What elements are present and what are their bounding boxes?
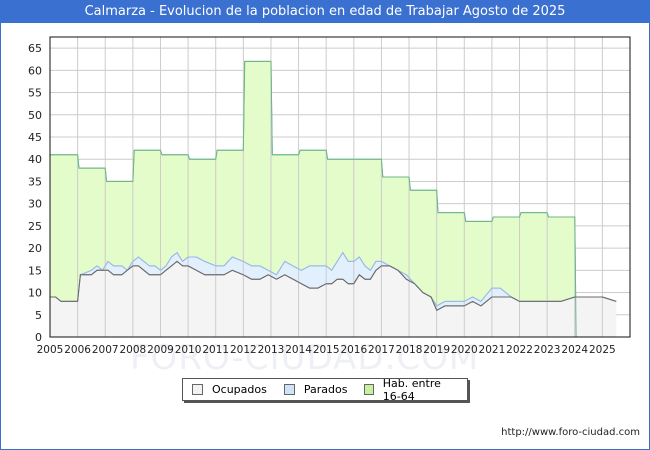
svg-text:2013: 2013 [258, 344, 285, 356]
svg-text:50: 50 [28, 109, 42, 122]
svg-text:2017: 2017 [368, 344, 395, 356]
svg-text:2006: 2006 [64, 344, 91, 356]
svg-text:30: 30 [28, 198, 42, 211]
svg-text:25: 25 [28, 220, 42, 233]
legend-swatch-ocupados [192, 384, 203, 395]
svg-text:10: 10 [28, 287, 42, 300]
svg-text:2009: 2009 [147, 344, 174, 356]
svg-text:2014: 2014 [285, 344, 312, 356]
svg-text:2023: 2023 [534, 344, 561, 356]
svg-text:2021: 2021 [479, 344, 506, 356]
svg-text:60: 60 [28, 64, 42, 77]
svg-text:2022: 2022 [506, 344, 533, 356]
legend-swatch-habitantes [364, 384, 374, 395]
legend-label-ocupados: Ocupados [212, 383, 267, 396]
svg-text:2011: 2011 [202, 344, 229, 356]
legend-label-habitantes: Hab. entre 16-64 [382, 376, 441, 403]
svg-text:2019: 2019 [423, 344, 450, 356]
legend-swatch-parados [283, 384, 295, 395]
watermark: FORO-CIUDAD.COM [130, 338, 480, 378]
svg-text:15: 15 [28, 264, 42, 277]
svg-text:2005: 2005 [37, 344, 64, 356]
source-url[interactable]: http://www.foro-ciudad.com [501, 427, 640, 438]
legend-item-habitantes: Hab. entre 16-64 [364, 377, 459, 403]
svg-text:2020: 2020 [451, 344, 478, 356]
chart-legend: Ocupados Parados Hab. entre 16-64 [182, 377, 468, 403]
svg-text:2007: 2007 [92, 344, 119, 356]
svg-text:2008: 2008 [119, 344, 146, 356]
chart-title: Calmarza - Evolucion de la poblacion en … [0, 0, 650, 23]
svg-text:2015: 2015 [313, 344, 340, 356]
svg-text:0: 0 [35, 331, 42, 344]
svg-text:5: 5 [35, 309, 42, 322]
svg-text:20: 20 [28, 242, 42, 255]
svg-text:35: 35 [28, 175, 42, 188]
svg-text:45: 45 [28, 131, 42, 144]
svg-text:2024: 2024 [561, 344, 588, 356]
svg-text:2012: 2012 [230, 344, 257, 356]
svg-text:55: 55 [28, 87, 42, 100]
svg-text:2025: 2025 [589, 344, 616, 356]
svg-text:65: 65 [28, 42, 42, 55]
svg-text:40: 40 [28, 153, 42, 166]
svg-text:2010: 2010 [175, 344, 202, 356]
legend-item-ocupados: Ocupados [192, 383, 267, 396]
legend-label-parados: Parados [303, 383, 348, 396]
legend-item-parados: Parados [283, 383, 348, 396]
svg-text:2016: 2016 [340, 344, 367, 356]
svg-text:2018: 2018 [396, 344, 423, 356]
